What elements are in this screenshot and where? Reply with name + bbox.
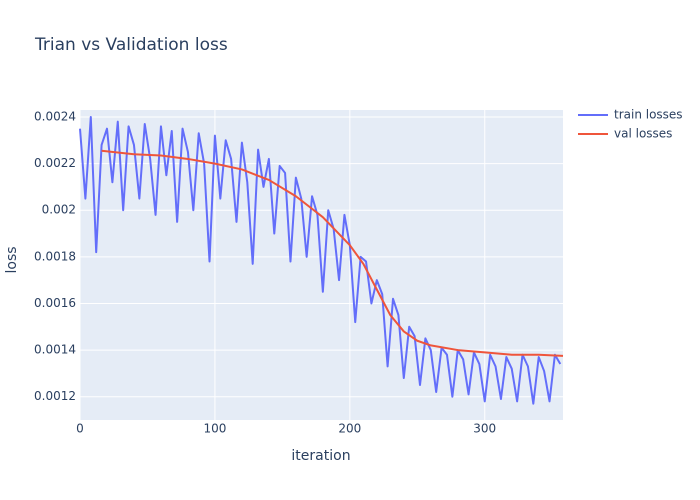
- x-axis-label: iteration: [291, 448, 350, 464]
- line-series: [101, 149, 564, 357]
- y-tick-label: 0.0022: [34, 156, 76, 170]
- y-tick-label: 0.002: [42, 203, 76, 217]
- y-tick-label: 0.0014: [34, 343, 76, 357]
- y-tick-label: 0.0016: [34, 296, 76, 310]
- legend-label[interactable]: val losses: [614, 127, 672, 141]
- y-tick-label: 0.0012: [34, 389, 76, 403]
- x-tick-label: 300: [473, 422, 496, 436]
- chart-title: Trian vs Validation loss: [34, 35, 228, 55]
- line-series: [79, 115, 562, 405]
- x-tick-label: 0: [76, 422, 84, 436]
- y-axis-label: loss: [4, 246, 20, 273]
- x-tick-label: 200: [338, 422, 361, 436]
- y-tick-label: 0.0018: [34, 249, 76, 263]
- y-tick-label: 0.0024: [34, 109, 76, 123]
- x-tick-label: 100: [203, 422, 226, 436]
- legend-label[interactable]: train losses: [614, 108, 683, 122]
